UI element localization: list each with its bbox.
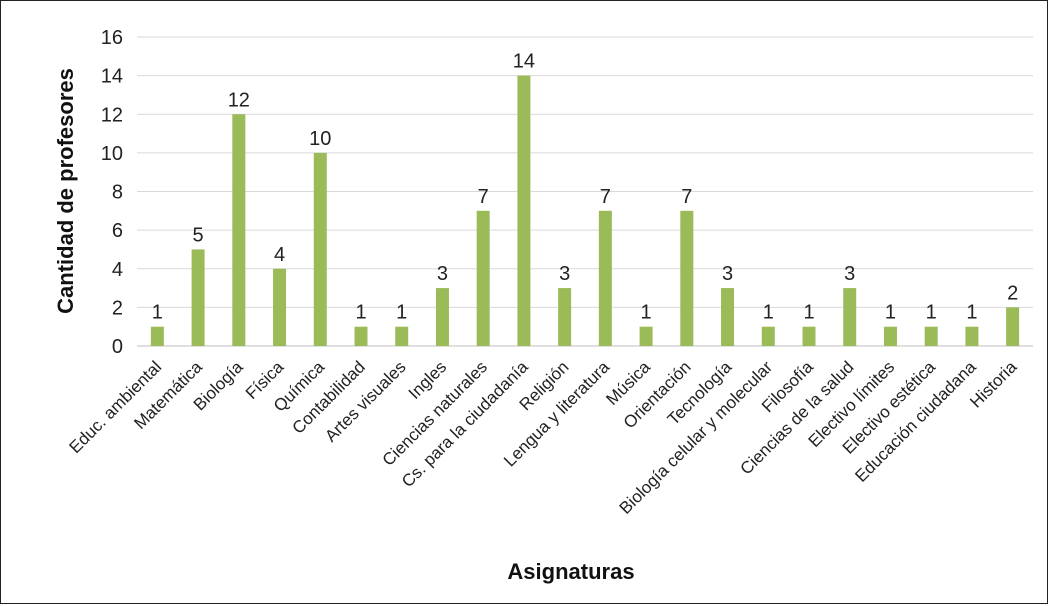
data-label: 1: [396, 302, 407, 324]
data-label: 7: [478, 186, 489, 208]
bar: [1006, 307, 1020, 346]
data-label: 1: [803, 302, 814, 324]
data-label: 3: [559, 263, 570, 285]
bar: [883, 326, 897, 346]
y-tick-label: 4: [112, 259, 123, 281]
bar: [395, 326, 409, 346]
data-label: 1: [885, 302, 896, 324]
data-label: 1: [763, 302, 774, 324]
data-label: 7: [681, 186, 692, 208]
bar: [802, 326, 816, 346]
y-tick-label: 12: [101, 104, 123, 126]
data-label: 3: [437, 263, 448, 285]
data-label: 3: [722, 263, 733, 285]
bar: [273, 268, 287, 346]
y-tick-label: 14: [101, 66, 123, 88]
data-label: 7: [600, 186, 611, 208]
data-label: 5: [193, 224, 204, 246]
bar: [354, 326, 368, 346]
bar: [843, 288, 857, 346]
bar: [558, 288, 572, 346]
bar: [761, 326, 775, 346]
data-label: 1: [641, 302, 652, 324]
y-tick-label: 8: [112, 182, 123, 204]
category-labels: Educ. ambientalMatemáticaBiologíaFísicaQ…: [66, 357, 1021, 518]
data-label: 2: [1007, 282, 1018, 304]
y-tick-label: 0: [112, 336, 123, 358]
bars: [150, 75, 1020, 346]
y-tick-label: 6: [112, 220, 123, 242]
data-label: 3: [844, 263, 855, 285]
y-tick-label: 16: [101, 27, 123, 49]
bar: [476, 210, 490, 346]
bar: [313, 152, 327, 346]
bar: [639, 326, 653, 346]
data-label: 4: [274, 244, 285, 266]
x-axis-title: Asignaturas: [507, 559, 634, 584]
bar: [598, 210, 612, 346]
data-label: 1: [926, 302, 937, 324]
y-tick-label: 2: [112, 297, 123, 319]
bar: [191, 249, 205, 346]
data-label: 1: [966, 302, 977, 324]
data-label: 1: [355, 302, 366, 324]
y-axis-title: Cantidad de profesores: [53, 68, 78, 314]
data-label: 14: [513, 51, 535, 73]
bar: [150, 326, 164, 346]
data-label: 12: [228, 89, 250, 111]
y-tick-label: 10: [101, 143, 123, 165]
category-label: Historia: [966, 357, 1021, 412]
bar: [965, 326, 979, 346]
bar: [924, 326, 938, 346]
data-label: 10: [309, 128, 331, 150]
bar: [435, 288, 449, 346]
bar: [721, 288, 735, 346]
data-label: 1: [152, 302, 163, 324]
gridlines: [137, 36, 1033, 347]
y-tick-labels: 0 2 4 6 8 10 12 14 16: [101, 27, 123, 358]
bar: [517, 75, 531, 346]
bar: [680, 210, 694, 346]
bar: [232, 114, 246, 346]
